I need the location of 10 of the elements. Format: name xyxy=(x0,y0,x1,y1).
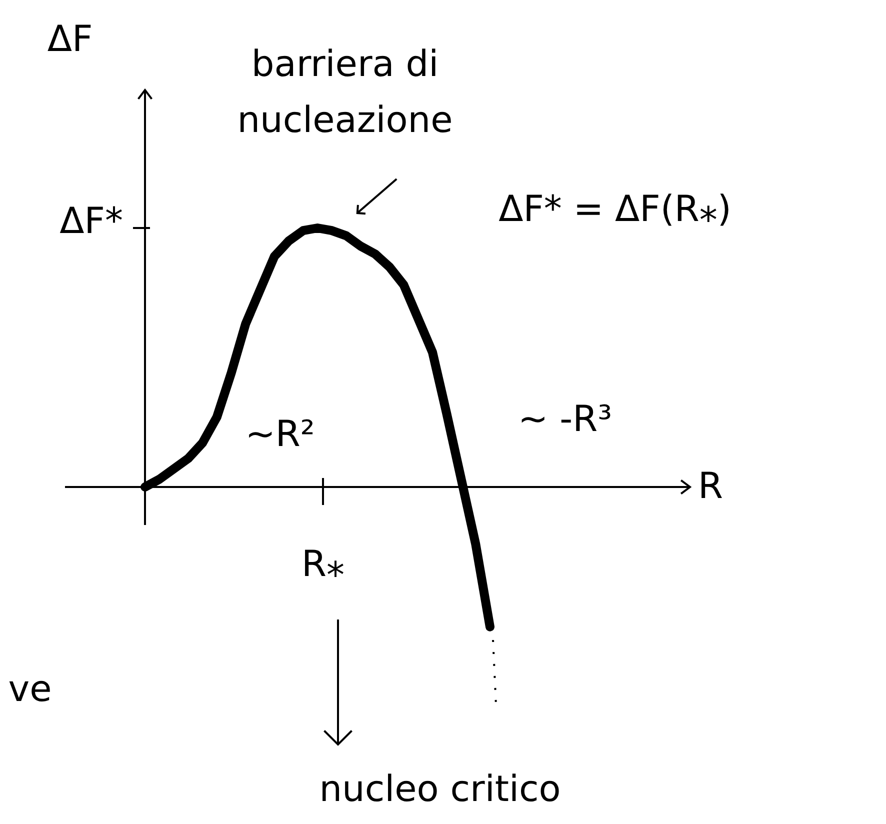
text: ~ -R³ xyxy=(518,399,612,440)
text: ΔF* = ΔF(R⁎) xyxy=(498,189,732,230)
text: barriera di nucleazione xyxy=(237,44,453,141)
y-axis-title: ΔF xyxy=(47,19,93,60)
text: ve xyxy=(8,669,52,710)
annotation: R⁎ xyxy=(301,544,345,585)
text: nucleo critico xyxy=(319,769,561,810)
text: ΔF* xyxy=(60,201,123,242)
text: R xyxy=(698,466,724,507)
annotation: ~R² xyxy=(245,414,315,455)
